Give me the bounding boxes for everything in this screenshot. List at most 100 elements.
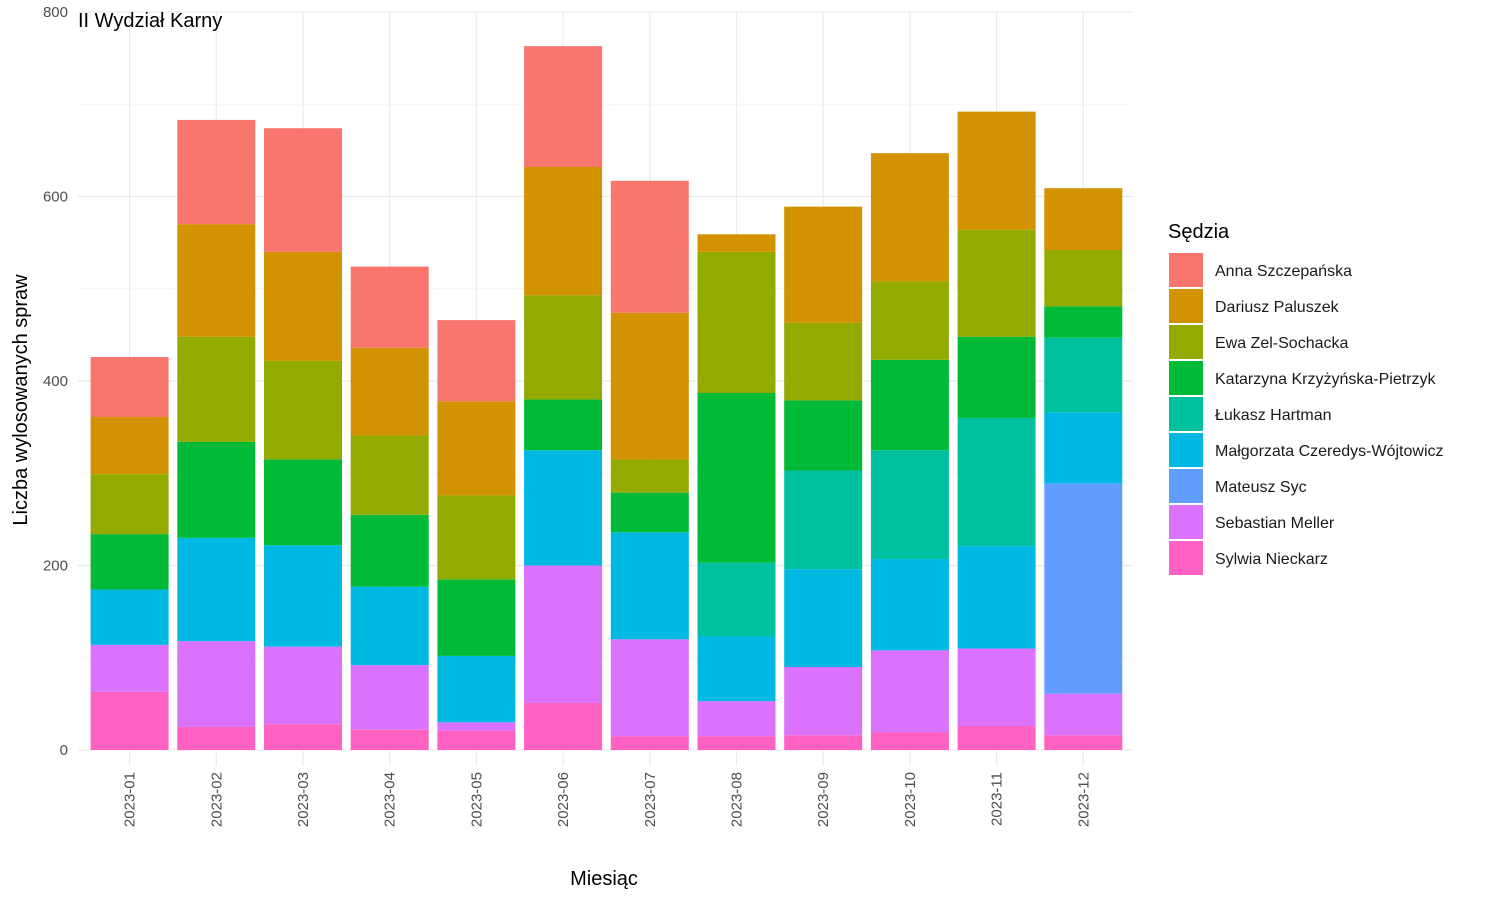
bar-segment-2023-08-6 xyxy=(697,636,776,702)
x-tick-label: 2023-02 xyxy=(208,772,225,827)
bar-segment-2023-11-8 xyxy=(957,648,1036,727)
legend-key xyxy=(1169,289,1203,323)
bar-segment-2023-09-6 xyxy=(784,569,863,667)
legend-label: Małgorzata Czeredys-Wójtowicz xyxy=(1215,443,1444,460)
legend-key xyxy=(1169,253,1203,287)
bar-segment-2023-07-2 xyxy=(610,312,689,460)
y-tick-label: 200 xyxy=(43,558,68,575)
x-tick-label: 2023-04 xyxy=(382,772,399,827)
bar-segment-2023-05-1 xyxy=(437,320,516,402)
bar-segment-2023-07-1 xyxy=(610,180,689,313)
bar-segment-2023-01-8 xyxy=(90,644,169,692)
x-tick-label: 2023-10 xyxy=(902,772,919,827)
bar-segment-2023-12-4 xyxy=(1044,306,1123,338)
legend-key xyxy=(1169,361,1203,395)
bar-segment-2023-04-6 xyxy=(350,586,429,666)
bar-segment-2023-02-6 xyxy=(177,537,256,642)
x-tick-label: 2023-06 xyxy=(555,772,572,827)
bar-segment-2023-09-3 xyxy=(784,322,863,401)
bar-segment-2023-03-9 xyxy=(264,724,342,750)
bar-segment-2023-01-9 xyxy=(90,691,169,750)
legend-key xyxy=(1169,469,1203,503)
y-axis-title: Liczba wylosowanych spraw xyxy=(10,274,32,526)
bar-segment-2023-06-8 xyxy=(524,565,603,703)
bar-segment-2023-09-5 xyxy=(784,470,863,570)
bar-segment-2023-01-1 xyxy=(90,357,169,417)
bar-segment-2023-05-4 xyxy=(437,579,516,656)
bar-segment-2023-12-9 xyxy=(1044,735,1123,750)
bar-segment-2023-12-6 xyxy=(1044,412,1123,484)
bar-segment-2023-01-3 xyxy=(90,474,169,535)
x-axis-ticks: 2023-01 2023-02 2023-03 2023-04 2023-05 2023-… xyxy=(122,772,1093,827)
legend-label: Dariusz Paluszek xyxy=(1215,299,1340,316)
bar-segment-2023-06-4 xyxy=(524,399,603,451)
bar-segment-2023-10-2 xyxy=(870,153,949,282)
bar-segment-2023-09-2 xyxy=(784,206,863,323)
bar-segment-2023-08-9 xyxy=(697,736,776,750)
y-tick-label: 0 xyxy=(60,742,68,759)
bar-segment-2023-04-9 xyxy=(350,729,429,750)
legend-key xyxy=(1169,433,1203,467)
bar-segment-2023-07-8 xyxy=(610,639,689,737)
bar-segment-2023-02-9 xyxy=(177,726,256,750)
bar-segment-2023-01-2 xyxy=(90,416,169,475)
bar-segment-2023-02-8 xyxy=(177,641,256,727)
bar-segment-2023-11-2 xyxy=(957,111,1036,230)
bar-segment-2023-07-9 xyxy=(610,736,689,750)
bar-segment-2023-12-3 xyxy=(1044,250,1123,307)
x-tick-label: 2023-08 xyxy=(729,772,746,827)
legend-label: Anna Szczepańska xyxy=(1215,263,1352,280)
legend-key xyxy=(1169,397,1203,431)
legend-label: Mateusz Syc xyxy=(1215,479,1307,496)
legend-label: Sylwia Nieckarz xyxy=(1215,551,1328,568)
bar-segment-2023-01-6 xyxy=(90,589,169,645)
bar-segment-2023-06-6 xyxy=(524,450,603,566)
bar-segment-2023-12-5 xyxy=(1044,337,1123,413)
bar-segment-2023-10-8 xyxy=(870,650,949,733)
bar-segment-2023-07-4 xyxy=(610,492,689,533)
y-tick-label: 600 xyxy=(43,189,68,206)
bar-segment-2023-06-3 xyxy=(524,295,603,400)
bar-segment-2023-12-2 xyxy=(1044,188,1123,251)
bar-segment-2023-04-8 xyxy=(350,665,429,730)
bar-segment-2023-02-1 xyxy=(177,119,256,225)
bar-segment-2023-03-8 xyxy=(264,646,342,725)
bar-segment-2023-08-8 xyxy=(697,701,776,737)
bar-segment-2023-03-2 xyxy=(264,251,342,361)
bar-segment-2023-02-4 xyxy=(177,441,256,538)
bar-segment-2023-04-3 xyxy=(350,435,429,515)
bar-segment-2023-11-3 xyxy=(957,229,1036,337)
x-axis-title: Miesiąc xyxy=(570,868,638,890)
y-tick-label: 800 xyxy=(43,4,68,21)
bar-segment-2023-01-4 xyxy=(90,534,169,590)
bar-segment-2023-12-8 xyxy=(1044,693,1123,736)
bar-segment-2023-10-6 xyxy=(870,559,949,651)
chart-title: II Wydział Karny xyxy=(78,10,222,32)
bar-segment-2023-08-3 xyxy=(697,251,776,393)
x-tick-label: 2023-12 xyxy=(1075,772,1092,827)
bar-segment-2023-10-4 xyxy=(870,359,949,451)
bar-segment-2023-04-2 xyxy=(350,347,429,436)
bar-segment-2023-09-4 xyxy=(784,400,863,471)
legend-label: Katarzyna Krzyżyńska-Pietrzyk xyxy=(1215,371,1437,388)
y-tick-label: 400 xyxy=(43,373,68,390)
bar-segment-2023-06-9 xyxy=(524,702,603,750)
bars-group xyxy=(90,46,1123,750)
bar-segment-2023-08-2 xyxy=(697,234,776,252)
bar-segment-2023-04-4 xyxy=(350,514,429,587)
bar-segment-2023-03-4 xyxy=(264,459,342,546)
bar-segment-2023-08-5 xyxy=(697,562,776,637)
bar-segment-2023-05-3 xyxy=(437,495,516,580)
bar-segment-2023-11-9 xyxy=(957,726,1036,750)
bar-segment-2023-07-3 xyxy=(610,459,689,493)
x-tick-label: 2023-07 xyxy=(642,772,659,827)
bar-segment-2023-03-1 xyxy=(264,128,342,252)
bar-segment-2023-06-1 xyxy=(524,46,603,167)
bar-segment-2023-10-9 xyxy=(870,732,949,750)
legend-key xyxy=(1169,325,1203,359)
x-tick-label: 2023-03 xyxy=(295,772,312,827)
bar-segment-2023-09-8 xyxy=(784,666,863,736)
bar-segment-2023-07-6 xyxy=(610,532,689,640)
legend-key xyxy=(1169,505,1203,539)
